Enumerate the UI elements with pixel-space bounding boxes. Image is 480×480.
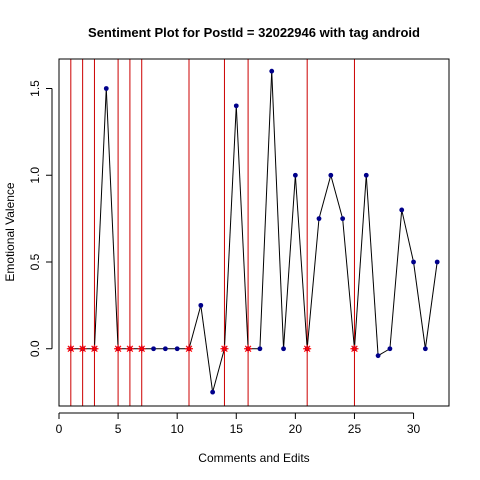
edit-marker-stroke bbox=[138, 345, 146, 353]
data-point-28 bbox=[387, 346, 393, 352]
edit-marker-2 bbox=[78, 344, 87, 353]
x-tick-label-25: 25 bbox=[348, 422, 362, 436]
edit-vertical-lines bbox=[70, 59, 355, 406]
data-point-24 bbox=[340, 216, 346, 222]
data-point-13 bbox=[210, 389, 216, 395]
series-segment-20 bbox=[294, 175, 308, 349]
plot-frame bbox=[58, 58, 450, 407]
edit-marker-7 bbox=[185, 344, 193, 353]
series-segment-4 bbox=[105, 88, 119, 349]
x-tick-label-20: 20 bbox=[289, 422, 303, 436]
series-segment-11 bbox=[188, 305, 202, 349]
edit-marker-9 bbox=[244, 344, 253, 353]
data-point-23 bbox=[328, 172, 334, 178]
series-segment-28 bbox=[389, 209, 403, 349]
x-axis: 0 5 10 15 20 25 30 bbox=[56, 412, 421, 436]
edit-marker-stroke bbox=[185, 345, 193, 353]
data-point-12 bbox=[198, 302, 204, 308]
y-tick-label-0: 0.0 bbox=[28, 340, 42, 357]
series-line bbox=[70, 71, 438, 393]
edit-marker-stroke bbox=[244, 345, 252, 353]
edit-marker-11 bbox=[350, 344, 359, 353]
series-segment-21 bbox=[306, 218, 320, 349]
data-point-32 bbox=[434, 259, 440, 265]
series-segment-17 bbox=[259, 71, 273, 349]
series-segment-24 bbox=[342, 218, 355, 349]
y-tick-label-1: 0.5 bbox=[28, 253, 42, 270]
edit-marker-stroke bbox=[79, 345, 86, 353]
x-tick-label-5: 5 bbox=[115, 422, 122, 436]
edit-marker-6 bbox=[137, 344, 146, 353]
x-tick-label-30: 30 bbox=[407, 422, 421, 436]
data-point-18 bbox=[269, 68, 275, 74]
x-tick-label-0: 0 bbox=[56, 422, 63, 436]
series-segment-31 bbox=[424, 261, 438, 349]
edit-marker-stroke bbox=[67, 345, 75, 353]
edit-marker-5 bbox=[125, 344, 134, 353]
data-point-15 bbox=[233, 103, 239, 109]
edit-marker-stroke bbox=[114, 345, 122, 353]
data-point-26 bbox=[363, 172, 369, 178]
edit-marker-1 bbox=[66, 344, 75, 353]
edit-marker-stroke bbox=[221, 345, 228, 353]
data-point-4 bbox=[103, 86, 109, 91]
y-tick-label-2: 1.0 bbox=[28, 167, 42, 184]
data-point-10 bbox=[174, 346, 180, 352]
data-point-19 bbox=[281, 346, 286, 352]
series-segment-18 bbox=[271, 71, 285, 349]
series-segment-19 bbox=[283, 175, 296, 349]
series-segment-14 bbox=[223, 105, 237, 349]
series-segment-23 bbox=[330, 175, 344, 219]
data-point-29 bbox=[399, 207, 405, 213]
series-segment-29 bbox=[401, 209, 415, 263]
series-segment-15 bbox=[235, 105, 249, 349]
edit-marker-stroke bbox=[126, 345, 134, 353]
series-segment-3 bbox=[93, 88, 107, 349]
series-segment-26 bbox=[365, 175, 379, 356]
edit-markers bbox=[66, 344, 359, 353]
y-axis-label: Emotional Valence bbox=[3, 182, 17, 281]
edit-marker-10 bbox=[303, 344, 312, 353]
series-segment-25 bbox=[353, 175, 367, 349]
data-point-8 bbox=[151, 346, 156, 352]
data-point-9 bbox=[162, 346, 168, 352]
data-point-27 bbox=[375, 353, 381, 359]
edit-marker-3 bbox=[90, 344, 99, 353]
series-segment-12 bbox=[200, 305, 214, 393]
data-point-31 bbox=[422, 346, 428, 352]
y-tick-label-3: 1.5 bbox=[28, 80, 42, 97]
edit-marker-stroke bbox=[303, 345, 311, 353]
data-point-30 bbox=[411, 259, 416, 265]
x-tick-label-10: 10 bbox=[171, 422, 185, 436]
chart-title: Sentiment Plot for PostId = 32022946 wit… bbox=[88, 25, 420, 40]
series-segment-13 bbox=[212, 348, 225, 393]
series-points bbox=[68, 68, 440, 395]
y-axis: 0.0 0.5 1.0 1.5 bbox=[28, 80, 53, 357]
data-point-17 bbox=[257, 346, 263, 352]
x-tick-label-15: 15 bbox=[230, 422, 244, 436]
edit-marker-4 bbox=[114, 344, 123, 353]
series-segment-30 bbox=[413, 261, 426, 349]
edit-marker-8 bbox=[220, 344, 229, 353]
x-axis-label: Comments and Edits bbox=[198, 451, 309, 465]
data-point-22 bbox=[316, 216, 322, 222]
series-segment-22 bbox=[318, 175, 332, 219]
edit-marker-stroke bbox=[351, 345, 358, 353]
data-point-20 bbox=[292, 172, 298, 178]
edit-marker-stroke bbox=[91, 345, 98, 353]
